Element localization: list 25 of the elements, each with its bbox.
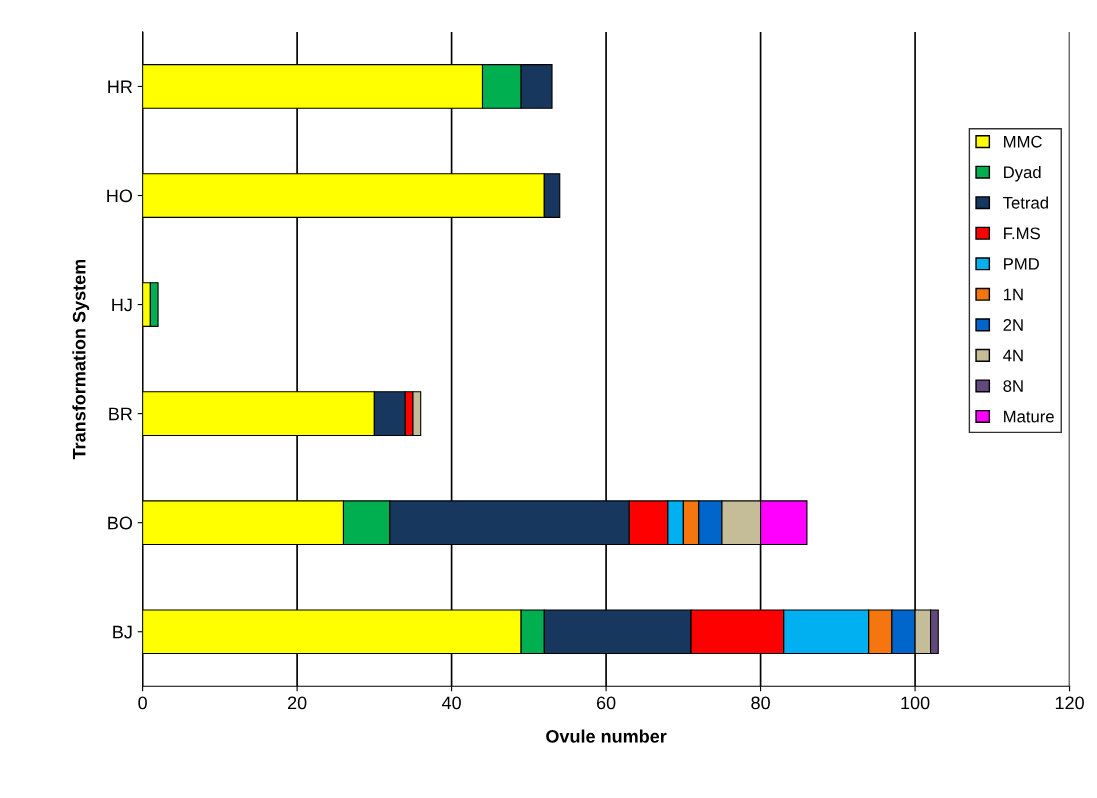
y-tick-label: HO — [107, 189, 133, 203]
legend-label: MMC — [1004, 135, 1042, 148]
x-tick-label: 0 — [138, 696, 147, 710]
x-tick-label: 80 — [751, 696, 770, 710]
y-tick-label: HR — [108, 80, 133, 93]
x-tick-label: 60 — [596, 696, 616, 710]
x-tick-label: 100 — [901, 696, 930, 710]
legend-label: Dyad — [1004, 165, 1041, 182]
legend-label: 2N — [1003, 319, 1023, 331]
x-tick-label: 120 — [1055, 696, 1084, 710]
legend-label: 8N — [1003, 380, 1023, 392]
x-tick-label: 40 — [441, 696, 461, 710]
legend-label: Mature — [1004, 410, 1054, 423]
legend-label: 1N — [1003, 288, 1023, 301]
y-tick-label: BJ — [113, 625, 132, 639]
legend-label: PMD — [1004, 258, 1039, 270]
y-tick-label: BR — [109, 407, 133, 421]
legend-label: 4N — [1003, 349, 1023, 362]
legend-label: Tetrad — [1003, 196, 1048, 209]
y-tick-label: BO — [108, 516, 133, 530]
x-axis-title: Ovule number — [546, 729, 667, 743]
legend-label: F.MS — [1004, 227, 1040, 240]
y-axis-title: Transformation System — [72, 259, 90, 460]
x-tick-label: 20 — [287, 696, 307, 710]
y-tick-label: HJ — [112, 298, 132, 312]
